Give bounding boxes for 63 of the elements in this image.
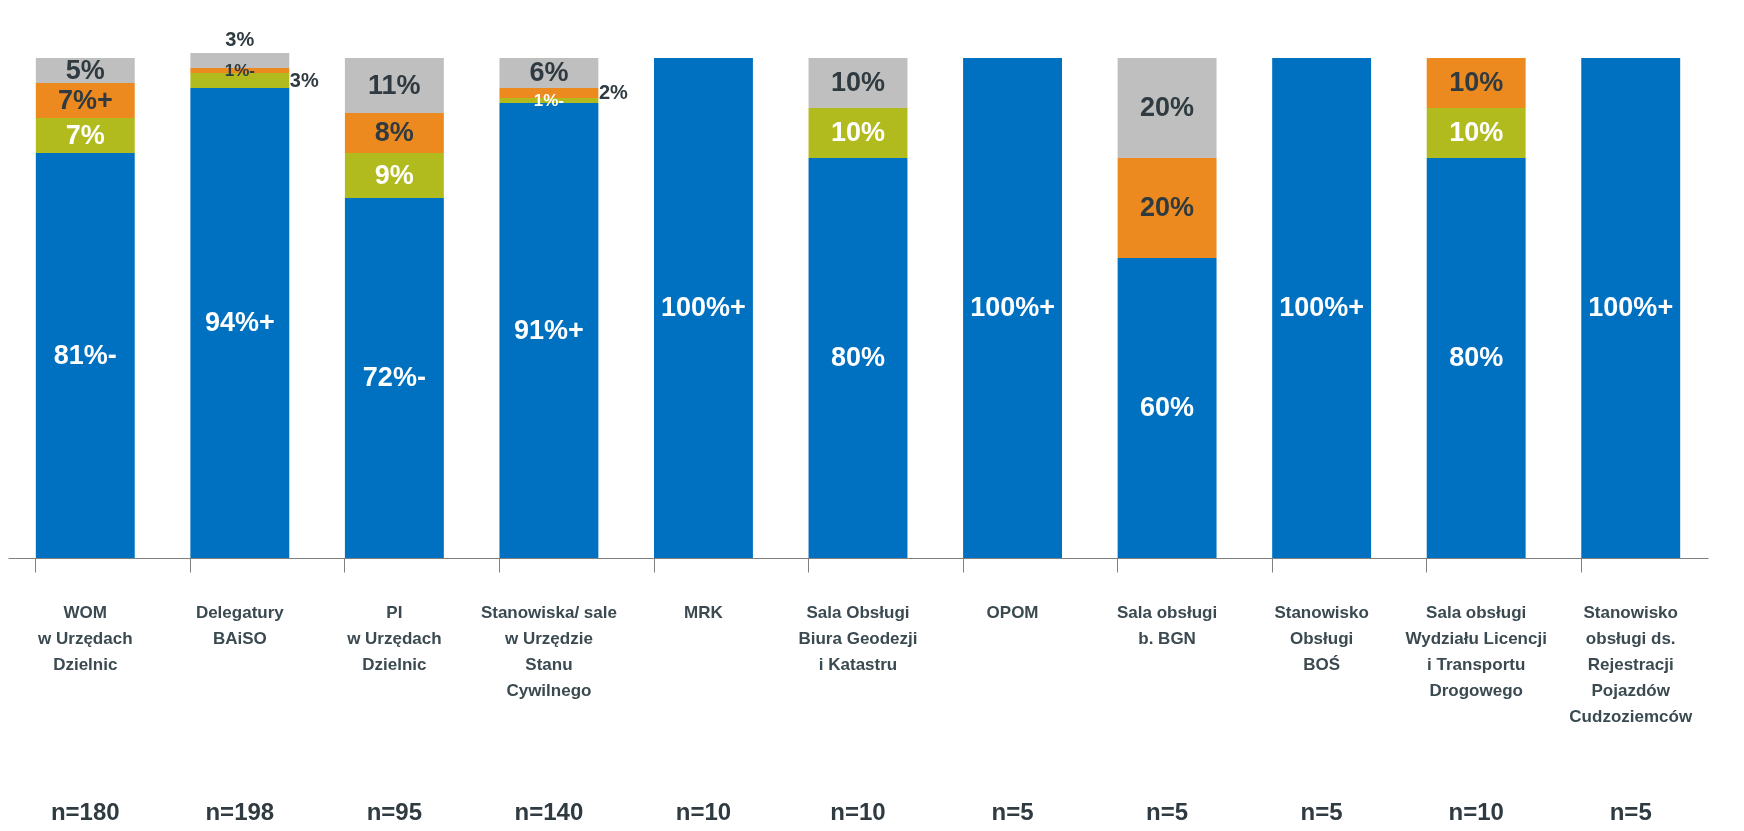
data-label: 80%	[1449, 342, 1504, 372]
text: n=10	[830, 798, 886, 825]
bar	[35, 153, 135, 558]
data-label: 100%+	[1279, 292, 1365, 322]
x-tick-label: PI w Urzędach Dzielnic	[346, 602, 442, 674]
bar	[808, 158, 908, 558]
x-tick-label: MRK	[684, 602, 724, 622]
data-label: 60%	[1140, 392, 1195, 422]
data-label: 6%	[529, 57, 569, 87]
text: n=5	[1146, 798, 1189, 825]
data-label: 5%	[65, 54, 105, 85]
bar	[344, 58, 444, 113]
data-label: 100%+	[970, 292, 1055, 322]
x-tick-label: Sala obsługi Wydziału Licencji i Transportu Drogowego	[1405, 602, 1547, 700]
data-label: 100%+	[661, 292, 746, 322]
bar	[190, 88, 290, 558]
data-label: 2%	[598, 81, 629, 103]
x-tick-label: Delegatury BAiSO	[195, 602, 285, 648]
data-label: 3%	[225, 28, 255, 50]
data-label: 91%+	[514, 314, 584, 345]
bar	[654, 58, 753, 558]
data-label: 20%	[1140, 92, 1195, 122]
bar	[963, 58, 1062, 558]
bar	[344, 198, 444, 558]
bar	[1117, 258, 1217, 558]
text: n=5	[991, 798, 1034, 825]
data-label: 10%	[830, 117, 886, 147]
data-label: 7%+	[57, 84, 113, 115]
x-tick-label: Sala Obsługi Biura Geodezji i Katastru	[798, 602, 918, 674]
data-label: 7%	[65, 119, 105, 150]
data-label: 80%	[830, 342, 886, 372]
data-label: 9%	[374, 159, 414, 190]
data-label: 72%-	[362, 362, 426, 392]
text: n=5	[1609, 798, 1652, 825]
bar	[1272, 58, 1372, 558]
x-tick-label: OPOM	[986, 602, 1039, 622]
text: n=198	[205, 798, 275, 825]
bar	[1117, 158, 1217, 258]
bar	[1581, 58, 1681, 558]
data-label: 100%+	[1588, 292, 1674, 322]
data-label: 11%	[368, 69, 421, 100]
x-tick-label: Stanowisko obsługi ds. Rejestracji Pojazdów Cudzoziemców	[1569, 602, 1693, 726]
text: n=5	[1300, 798, 1343, 825]
bar	[344, 153, 444, 198]
data-label: 20%	[1140, 192, 1195, 222]
x-tick-label: Stanowisko Obsługi BOŚ	[1274, 602, 1369, 674]
data-label: 94%+	[204, 307, 275, 337]
bar	[1426, 158, 1526, 558]
data-label: 10%	[1449, 117, 1504, 147]
x-tick-label: WOM w Urzędach Dzielnic	[37, 602, 133, 674]
data-label: 3%	[289, 68, 319, 91]
data-label: 10%	[830, 67, 886, 97]
text: n=10	[1448, 798, 1504, 825]
data-label: 81%-	[53, 339, 117, 370]
text: n=180	[50, 798, 120, 825]
x-tick-label: Sala obsługi b. BGN	[1117, 602, 1218, 648]
text: n=95	[366, 798, 423, 825]
text: n=140	[514, 798, 584, 825]
bar	[1117, 58, 1217, 158]
x-tick-label: Stanowiska/ sale w Urzędzie Stanu Cywilnego	[480, 602, 617, 700]
data-label: 10%	[1449, 67, 1504, 97]
data-label: 8%	[374, 117, 414, 147]
text: n=10	[675, 798, 732, 825]
